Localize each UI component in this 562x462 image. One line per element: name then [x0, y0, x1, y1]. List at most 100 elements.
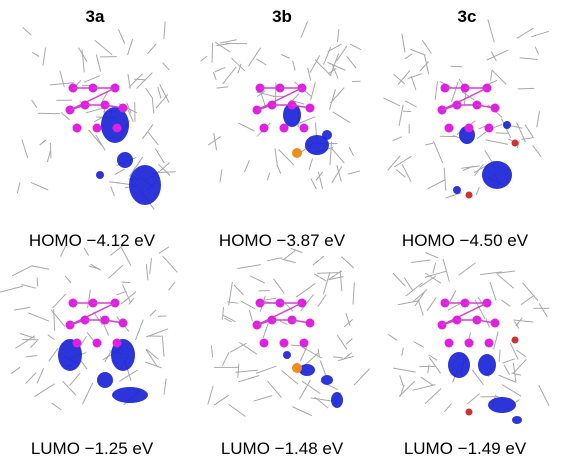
bond	[49, 348, 59, 361]
bond	[162, 63, 169, 71]
bond	[32, 100, 37, 108]
bond	[22, 140, 28, 159]
bond	[256, 59, 266, 65]
bond	[0, 286, 23, 292]
bond	[145, 362, 162, 368]
bond	[510, 343, 518, 359]
bond	[494, 332, 499, 350]
bond	[238, 123, 254, 131]
atom	[512, 337, 519, 344]
bond	[111, 186, 115, 195]
bond	[63, 381, 76, 395]
bond	[428, 180, 445, 189]
bond	[299, 117, 315, 123]
bond	[84, 76, 100, 82]
bond	[537, 111, 540, 127]
bond	[50, 83, 74, 85]
bond	[413, 385, 436, 391]
homo-label: HOMO −4.50 eV	[402, 231, 529, 250]
atom	[260, 124, 269, 133]
bond	[164, 21, 165, 39]
bond	[214, 395, 228, 405]
orbital-lobe	[453, 186, 461, 194]
bond	[229, 282, 233, 305]
bond	[244, 160, 249, 172]
bond	[37, 368, 44, 383]
bond	[47, 151, 50, 162]
bond	[238, 375, 259, 381]
bond	[411, 76, 416, 90]
bond	[150, 310, 156, 316]
bond	[158, 87, 161, 99]
bond	[486, 318, 489, 327]
bond	[435, 81, 437, 100]
bond	[517, 123, 526, 143]
bond	[128, 74, 130, 89]
bond	[516, 318, 522, 326]
orbital-lobe	[322, 130, 332, 140]
orbital-lobe	[448, 352, 470, 378]
bond	[398, 70, 410, 84]
bond	[222, 67, 236, 85]
bond	[410, 49, 425, 55]
bond	[520, 58, 538, 60]
bond	[337, 335, 347, 350]
orbital-lobe	[117, 152, 133, 168]
bond	[328, 44, 342, 52]
bond	[323, 47, 330, 65]
bond	[116, 291, 126, 294]
bond	[491, 70, 492, 80]
bond	[148, 132, 159, 146]
bond	[241, 301, 255, 309]
bond	[320, 360, 326, 376]
bond	[51, 310, 65, 327]
bond	[513, 359, 527, 373]
bond	[330, 142, 332, 165]
atom	[300, 124, 309, 133]
lumo-label: LUMO −1.25 eV	[31, 439, 154, 458]
bond	[222, 352, 228, 365]
bond	[422, 40, 431, 53]
atom	[445, 339, 454, 348]
bond	[402, 164, 411, 181]
bond	[501, 300, 510, 306]
molecule-renderings	[0, 19, 549, 424]
bond	[213, 72, 216, 80]
bond	[504, 365, 510, 375]
bond	[350, 44, 361, 50]
bond	[220, 40, 237, 43]
bond	[23, 27, 32, 35]
bond	[311, 179, 316, 189]
bond	[50, 143, 51, 158]
bond	[443, 259, 449, 282]
bond	[340, 270, 342, 291]
bond	[146, 88, 153, 98]
bond	[396, 170, 405, 178]
bond	[239, 342, 256, 354]
figure: 3a 3b 3c HOMO −4.12 eV HOMO −3.87 eV HOM…	[0, 0, 562, 462]
bond	[311, 82, 316, 100]
bond	[229, 404, 246, 416]
bond	[146, 264, 148, 280]
bond	[332, 167, 342, 183]
bond	[280, 321, 287, 324]
bond	[60, 71, 64, 87]
bond	[220, 169, 222, 182]
bond	[444, 403, 451, 411]
atom	[491, 319, 500, 328]
atom	[306, 319, 315, 328]
bond	[490, 282, 496, 300]
bond	[485, 140, 508, 145]
bond	[263, 323, 268, 338]
bond	[54, 309, 55, 331]
bond	[317, 273, 339, 274]
bond	[237, 265, 260, 269]
bond	[329, 89, 335, 109]
bond	[43, 47, 46, 65]
bond	[52, 403, 62, 410]
orbital-lobe	[129, 165, 161, 205]
bond	[136, 320, 144, 340]
bond	[487, 50, 509, 60]
bond	[40, 140, 47, 145]
bond	[353, 282, 354, 304]
